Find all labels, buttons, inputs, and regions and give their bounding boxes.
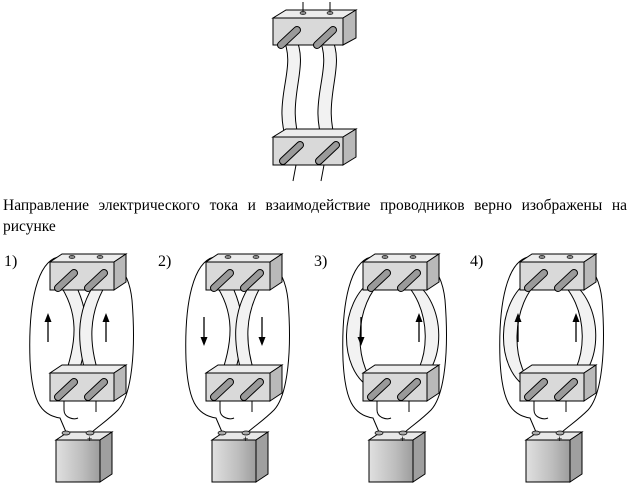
upper-rod-left-4 (524, 269, 548, 292)
option-panel-4: – + (499, 253, 604, 483)
current-arrow-3-1-down (357, 317, 365, 346)
lower-rod-right-4 (554, 378, 578, 401)
option-panel-2: – + (185, 253, 290, 483)
battery-minus-4: – (532, 434, 537, 444)
battery-plus-2: + (243, 434, 248, 444)
current-arrow-4-2-up (572, 313, 580, 342)
current-arrow-2-1-down (200, 317, 208, 346)
upper-rod-left-2 (210, 269, 234, 292)
lower-rod-right-1 (84, 378, 108, 401)
battery-plus-1: + (87, 434, 92, 444)
upper-rod-left-3 (367, 269, 391, 292)
battery-minus-3: – (375, 434, 380, 444)
upper-rod-right-3 (397, 269, 421, 292)
option-label-1: 1) (4, 253, 18, 270)
upper-rod-left-1 (54, 269, 78, 292)
lower-rod-right-2 (240, 378, 264, 401)
top-block-lower (271, 128, 358, 182)
battery-minus-1: – (62, 434, 67, 444)
battery-plus-3: + (400, 434, 405, 444)
upper-rod-right-4 (554, 269, 578, 292)
option-panel-1: – + (29, 253, 134, 483)
battery-4: – + (524, 430, 584, 483)
upper-rod-right-1 (84, 269, 108, 292)
option-panel-3: – + (342, 253, 447, 483)
top-block-upper (271, 2, 358, 49)
question-text: Направление электрического тока и взаимо… (3, 197, 627, 235)
lower-rod-right-3 (397, 378, 421, 401)
battery-plus-4: + (557, 434, 562, 444)
battery-1: – + (54, 430, 114, 483)
current-arrow-2-2-down (258, 317, 266, 346)
battery-minus-2: – (218, 434, 223, 444)
current-arrow-1-1-up (44, 313, 52, 342)
option-label-2: 2) (158, 253, 172, 270)
top-apparatus (271, 2, 358, 182)
option-label-4: 4) (470, 253, 484, 270)
battery-3: – + (367, 430, 427, 483)
current-arrow-3-2-up (415, 313, 423, 342)
current-arrow-4-1-up (514, 313, 522, 342)
options: – + – + – + – + (29, 253, 604, 483)
lower-rod-left-3 (367, 378, 391, 401)
lower-rod-left-1 (54, 378, 78, 401)
lower-rod-left-2 (210, 378, 234, 401)
lower-rod-left-4 (524, 378, 548, 401)
upper-rod-right-2 (240, 269, 264, 292)
current-arrow-1-2-up (102, 313, 110, 342)
option-label-3: 3) (314, 253, 328, 270)
battery-2: – + (210, 430, 270, 483)
